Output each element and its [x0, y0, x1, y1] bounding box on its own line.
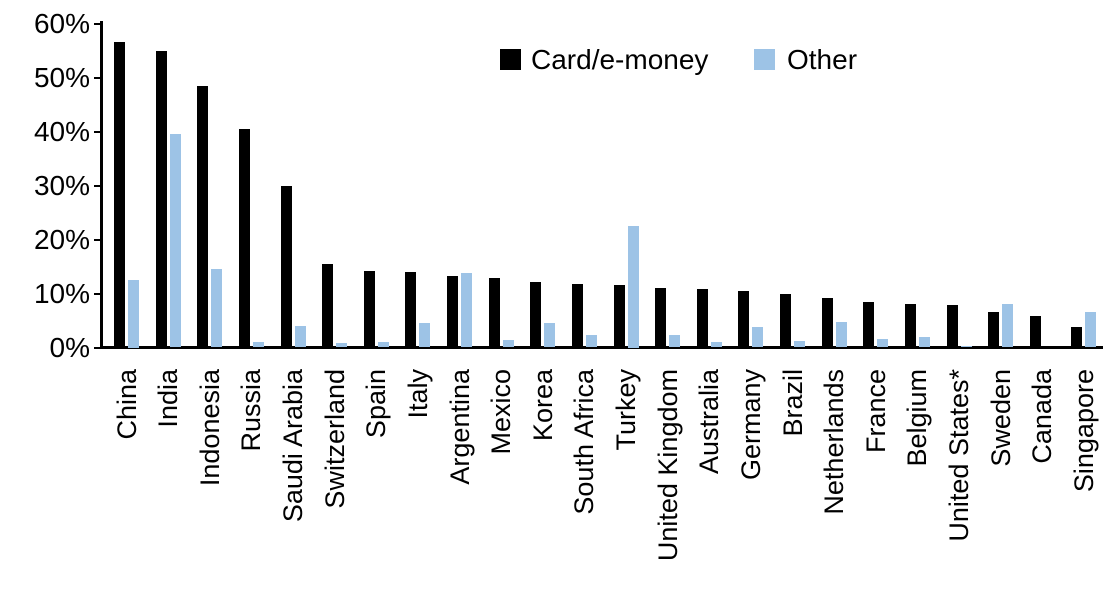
bar-card-e-money-brazil [780, 293, 791, 348]
bar-other-netherlands [835, 321, 847, 348]
x-axis-label-korea: Korea [527, 369, 558, 442]
bar-card-e-money-spain [363, 270, 375, 348]
x-axis-label-spain: Spain [361, 369, 392, 439]
bar-other-germany [752, 326, 764, 348]
y-axis-tick-label: 10% [33, 277, 90, 309]
y-axis-tick-label: 50% [33, 61, 90, 93]
bar-other-south-africa [585, 335, 597, 348]
bar-other-turkey [627, 226, 639, 348]
bar-card-e-money-france [863, 301, 875, 348]
y-axis-tick [94, 22, 103, 25]
bar-other-italy [419, 323, 431, 348]
x-axis-label-france: France [860, 369, 891, 454]
x-axis-label-germany: Germany [735, 369, 766, 481]
x-axis-label-netherlands: Netherlands [819, 369, 850, 515]
bar-other-korea [544, 323, 556, 348]
bar-other-china [128, 280, 139, 348]
bar-card-e-money-argentina [447, 275, 458, 348]
bar-other-united-states [960, 345, 972, 348]
y-axis-tick [94, 184, 103, 187]
bar-other-australia [710, 341, 722, 348]
bar-other-russia [252, 342, 264, 348]
x-axis-label-united-kingdom: United Kingdom [652, 369, 683, 562]
bar-other-france [877, 339, 889, 348]
bar-other-belgium [918, 336, 930, 348]
bar-other-sweden [1002, 304, 1014, 348]
bar-card-e-money-russia [238, 128, 250, 348]
bar-card-e-money-united-kingdom [655, 288, 667, 348]
bar-card-e-money-china [114, 42, 125, 348]
bar-other-india [169, 134, 181, 348]
x-axis-label-australia: Australia [694, 369, 725, 475]
legend-label-other: Other [787, 44, 858, 75]
x-axis-label-china: China [111, 369, 142, 440]
bar-card-e-money-belgium [904, 304, 916, 348]
bar-other-indonesia [211, 269, 223, 348]
bar-card-e-money-united-states [946, 305, 958, 348]
x-axis-label-mexico: Mexico [486, 369, 517, 455]
x-axis-label-india: India [153, 369, 184, 428]
y-axis-tick-label: 40% [33, 115, 90, 147]
y-axis-tick-label: 0% [49, 331, 90, 363]
x-axis-label-turkey: Turkey [611, 369, 641, 451]
x-axis-label-united-states: United States* [944, 369, 974, 542]
bar-card-e-money-italy [405, 271, 417, 348]
bar-card-e-money-germany [738, 290, 750, 348]
bar-other-mexico [502, 340, 514, 348]
bar-other-united-kingdom [669, 335, 681, 348]
y-axis-tick-label: 20% [33, 223, 90, 255]
bar-card-e-money-korea [530, 281, 542, 348]
legend-label-card-e-money: Card/e-money [531, 44, 709, 75]
bar-card-e-money-mexico [488, 277, 500, 348]
y-axis-tick-label: 60% [33, 7, 90, 39]
x-axis-label-russia: Russia [236, 369, 267, 452]
bar-card-e-money-australia [696, 289, 708, 348]
x-axis-label-belgium: Belgium [902, 369, 933, 467]
bar-other-switzerland [336, 343, 348, 348]
y-axis-tick [94, 346, 103, 349]
bar-card-e-money-south-africa [571, 284, 583, 348]
x-axis-line [100, 346, 1103, 349]
x-axis-label-italy: Italy [402, 369, 433, 419]
y-axis-tick [94, 292, 103, 295]
bar-card-e-money-indonesia [197, 85, 209, 348]
bar-other-spain [377, 342, 389, 348]
x-axis-label-argentina: Argentina [444, 369, 475, 485]
x-axis-label-singapore: Singapore [1068, 369, 1099, 493]
bar-card-e-money-saudi-arabia [280, 185, 292, 348]
x-axis-label-sweden: Sweden [985, 369, 1016, 467]
y-axis-tick [94, 130, 103, 133]
x-axis-label-south-africa: South Africa [569, 369, 600, 515]
x-axis-label-indonesia: Indonesia [194, 369, 225, 487]
bar-card-e-money-sweden [988, 312, 1000, 348]
x-axis-label-canada: Canada [1027, 369, 1058, 464]
legend-swatch-other [754, 49, 775, 70]
bar-other-saudi-arabia [294, 325, 306, 348]
bar-card-e-money-netherlands [821, 297, 833, 348]
bar-other-brazil [794, 341, 805, 348]
x-axis-label-saudi-arabia: Saudi Arabia [278, 369, 308, 523]
bar-other-singapore [1085, 312, 1097, 348]
y-axis-tick [94, 76, 103, 79]
bar-card-e-money-singapore [1071, 326, 1083, 348]
x-axis-label-switzerland: Switzerland [319, 369, 350, 509]
y-axis-tick-label: 30% [33, 169, 90, 201]
bar-card-e-money-canada [1029, 316, 1041, 348]
bar-card-e-money-switzerland [322, 263, 334, 348]
y-axis-tick [94, 238, 103, 241]
legend-swatch-card-e-money [500, 49, 521, 70]
x-axis-label-brazil: Brazil [777, 369, 808, 437]
bar-card-e-money-turkey [613, 285, 625, 348]
bar-other-argentina [461, 272, 472, 348]
bar-card-e-money-india [155, 50, 167, 348]
